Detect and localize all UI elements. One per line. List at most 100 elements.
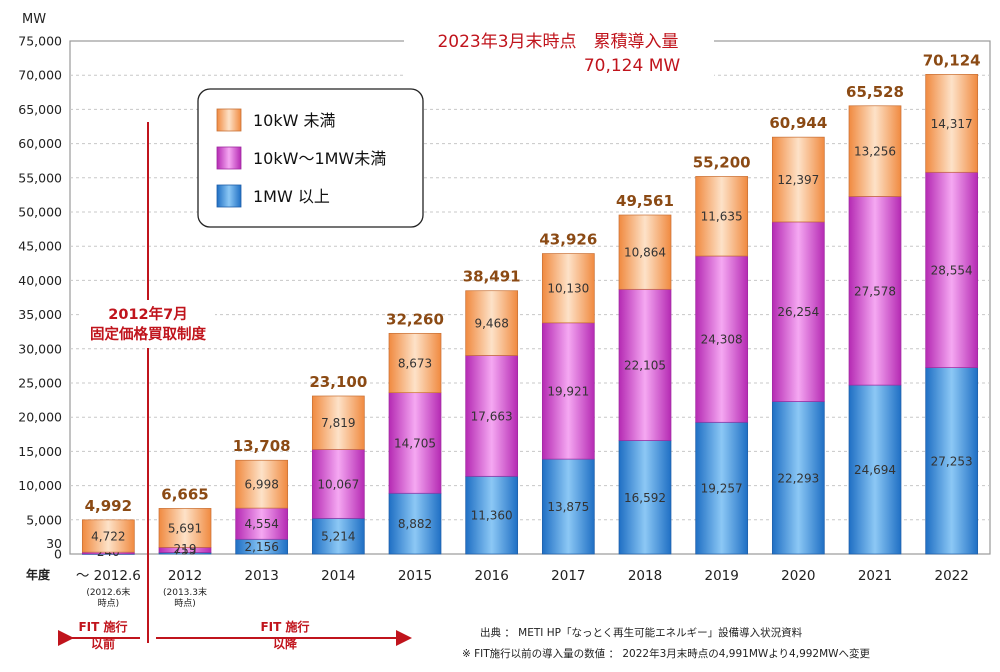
segment-label: 27,578	[854, 284, 896, 298]
x-tick-label: 2022	[934, 568, 968, 584]
bar-segment-small	[771, 136, 825, 223]
segment-label: 26,254	[777, 305, 819, 319]
footnote-change: ※ FIT施行以前の導入量の数値 ： 2022年3月末時点の4,991MWより4…	[462, 647, 871, 660]
fit-after-line-2: 以降	[273, 636, 298, 651]
y-tick-label: 25,000	[18, 376, 62, 391]
segment-label: 2,156	[244, 540, 278, 554]
y-tick-label: 60,000	[18, 136, 62, 151]
segment-label: 24,694	[854, 463, 896, 477]
legend-swatch-medium	[216, 146, 242, 170]
segment-label: 10,864	[624, 246, 666, 260]
segment-label: 22,105	[624, 358, 666, 372]
y-tick-label: 10,000	[18, 478, 62, 493]
bar-segment-large	[771, 401, 825, 555]
bar-segment-large	[465, 475, 519, 555]
y-axis: 0 5,000 10,000 15,000 20,000 25,000 30,000 35,0…	[18, 34, 62, 562]
bar-segment-medium	[771, 221, 825, 402]
chart-title-line-1: 2023年3月末時点 累積導入量	[437, 32, 678, 52]
bar-segment-small	[158, 508, 212, 548]
x-tick-label: 2016	[474, 568, 508, 584]
total-label: 23,100	[309, 373, 367, 391]
y-tick-label: 65,000	[18, 102, 62, 117]
segment-label: 22,293	[777, 471, 819, 485]
x-tick-label: 2020	[781, 568, 815, 584]
bar-segment-large	[695, 421, 749, 555]
x-tick-note: (2013.3末	[163, 586, 207, 598]
x-tick-label: 2018	[628, 568, 662, 584]
fit-annotation-background	[82, 300, 215, 348]
title-background	[404, 25, 714, 77]
segment-label: 13,256	[854, 145, 896, 159]
y-tick-label: 30,000	[18, 341, 62, 356]
bars: 2404,7224,9927555,6916,6652,1564,5546,99…	[81, 51, 981, 559]
total-label: 13,708	[233, 437, 291, 455]
segment-label: 11,635	[701, 210, 743, 224]
x-tick-label: ～ 2012.6	[76, 568, 141, 584]
total-label: 32,260	[386, 310, 444, 328]
total-label: 70,124	[923, 51, 981, 69]
bar-segment-small	[541, 253, 595, 324]
segment-label: 4,554	[244, 517, 278, 531]
y-axis-label: MW	[22, 12, 46, 27]
y-tick-label: 70,000	[18, 68, 62, 83]
bar-segment-small	[81, 519, 135, 553]
segment-label: 8,673	[398, 357, 432, 371]
bar-segment-medium	[695, 255, 749, 423]
y-tick-label: 15,000	[18, 444, 62, 459]
total-label: 60,944	[769, 114, 827, 132]
y-tick-label: 35,000	[18, 307, 62, 322]
segment-label: 17,663	[471, 409, 513, 423]
y-tick-label: 55,000	[18, 170, 62, 185]
total-label: 6,665	[161, 485, 208, 503]
bar-segment-medium	[925, 171, 979, 368]
bar-segment-small	[465, 290, 519, 356]
segment-label: 19,921	[547, 384, 589, 398]
legend-label-small: 10kW 未満	[253, 111, 336, 130]
footnote-source: 出典 ： METI HP「なっとく再生可能エネルギー」設備導入状況資料	[480, 626, 803, 639]
fit-annotation-line-2: 固定価格買取制度	[90, 325, 206, 343]
legend-label-large: 1MW 以上	[253, 187, 330, 206]
bar-segment-large	[925, 367, 979, 555]
y-tick-label: 50,000	[18, 205, 62, 220]
segment-label: 13,875	[547, 500, 589, 514]
segment-label: 16,592	[624, 491, 666, 505]
fit-before-line-1: FIT 施行	[78, 619, 127, 634]
total-label: 43,926	[539, 231, 597, 249]
bar-segment-medium	[311, 449, 365, 519]
segment-label: 28,554	[931, 263, 973, 277]
total-label: 65,528	[846, 83, 904, 101]
bar-segment-medium	[388, 392, 442, 494]
fit-before-line-2: 以前	[91, 636, 115, 651]
bar-segment-small	[848, 105, 902, 197]
segment-label: 14,705	[394, 436, 436, 450]
legend-swatch-large	[216, 184, 242, 208]
bar-segment-small	[618, 214, 672, 290]
bar-segment-medium	[541, 322, 595, 460]
segment-label: 10,130	[547, 282, 589, 296]
bar-segment-small	[388, 332, 442, 394]
y-tick-label: 20,000	[18, 410, 62, 425]
bar-segment-small	[235, 459, 289, 509]
total-label: 38,491	[463, 268, 521, 286]
x-tick-label: 2019	[704, 568, 738, 584]
x-tick-label: 2013	[244, 568, 278, 584]
bar-segment-large	[618, 440, 672, 555]
legend	[197, 88, 424, 228]
bar-segment-large	[388, 492, 442, 555]
x-tick-label: 2021	[858, 568, 892, 584]
y-tick-label: 40,000	[18, 273, 62, 288]
x-axis-label: 年度	[26, 567, 51, 582]
segment-label: 24,308	[701, 333, 743, 347]
bar-segment-small	[925, 74, 979, 173]
segment-label: 19,257	[701, 482, 743, 496]
legend-label-medium: 10kW～1MW未満	[253, 149, 386, 168]
y-tick-label: 5,000	[26, 512, 62, 527]
x-tick-label: 2015	[398, 568, 432, 584]
fit-after-line-1: FIT 施行	[260, 619, 309, 634]
y-tick-label: 0	[54, 547, 62, 562]
bar-segment-large	[311, 517, 365, 555]
low-value-label: 219	[174, 542, 197, 556]
segment-label: 4,722	[91, 530, 125, 544]
segment-label: 10,067	[317, 477, 359, 491]
